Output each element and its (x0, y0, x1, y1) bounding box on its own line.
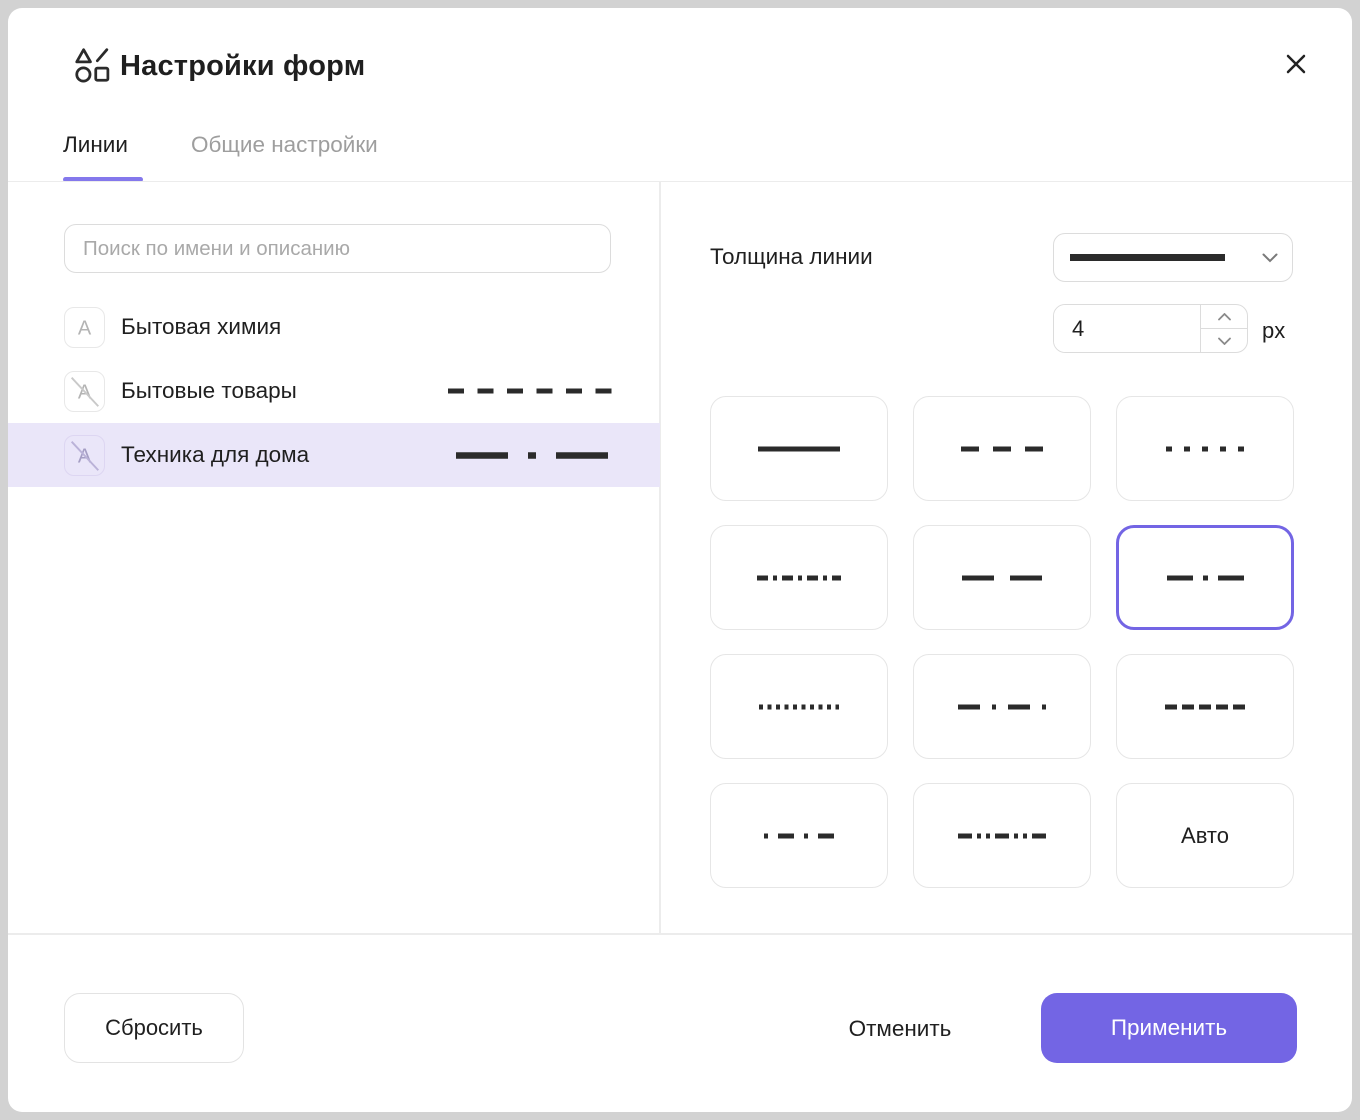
list-item-label: Бытовые товары (121, 378, 297, 403)
stepper-down-button[interactable] (1201, 329, 1247, 352)
line-pattern-long-dash (962, 575, 1042, 580)
line-style-card-auto[interactable]: Авто (1116, 783, 1294, 888)
thickness-label: Толщина линии (710, 244, 873, 269)
line-style-card-long-dash[interactable] (913, 525, 1091, 630)
label-a-slashed-icon: A (64, 434, 105, 476)
label-a-slashed-icon: A (64, 370, 105, 412)
svg-text:A: A (78, 317, 92, 339)
line-pattern-medium-dashed (1165, 704, 1245, 709)
line-pattern-dash-dot (1166, 575, 1244, 580)
shapes-icon (75, 48, 110, 83)
list-item-household-chemicals[interactable]: A Бытовая химия (8, 295, 660, 359)
line-style-dropdown[interactable] (1053, 233, 1293, 282)
line-pattern-dashed (961, 446, 1043, 451)
line-style-card-dot-dash[interactable] (710, 783, 888, 888)
thickness-field (1053, 304, 1248, 353)
close-icon (1286, 54, 1306, 74)
apply-button[interactable]: Применить (1041, 993, 1297, 1063)
line-pattern-dense-dotted (759, 704, 839, 709)
tab-lines[interactable]: Линии (63, 128, 128, 162)
unit-label: px (1262, 318, 1286, 343)
search-input[interactable] (64, 224, 611, 273)
line-style-card-solid[interactable] (710, 396, 888, 501)
list-item-household-goods[interactable]: A Бытовые товары (8, 359, 660, 423)
line-style-card-dense-dotted[interactable] (710, 654, 888, 759)
line-pattern-dash-dot-small (757, 575, 841, 580)
reset-button[interactable]: Сбросить (64, 993, 244, 1063)
card-label: Авто (1181, 822, 1229, 848)
solid-line-preview (1070, 254, 1225, 261)
line-style-card-dash-dot-small[interactable] (710, 525, 888, 630)
thickness-stepper (1200, 305, 1247, 352)
chevron-down-icon (1262, 253, 1278, 262)
page-title: Настройки форм (120, 50, 366, 82)
tab-general-settings[interactable]: Общие настройки (191, 128, 378, 162)
line-pattern-solid (758, 446, 840, 451)
line-style-card-medium-dashed[interactable] (1116, 654, 1294, 759)
line-pattern-dotted (1166, 446, 1244, 451)
line-pattern-dash-dot-dot-repeat (958, 833, 1046, 838)
active-tab-underline (63, 177, 143, 182)
label-a-icon: A (64, 306, 105, 348)
list-item-label: Техника для дома (121, 442, 310, 467)
footer-divider (8, 933, 1352, 935)
list-item-home-appliances[interactable]: A Техника для дома (8, 423, 660, 487)
line-preview-dashed (448, 388, 612, 394)
line-pattern-dash-dot-dot (958, 704, 1046, 709)
chevron-down-icon (1217, 337, 1231, 345)
cancel-button[interactable]: Отменить (828, 1007, 972, 1051)
line-style-card-dashed[interactable] (913, 396, 1091, 501)
form-settings-dialog: Настройки форм Линии Общие настройки A Б… (8, 8, 1352, 1112)
close-button[interactable] (1276, 44, 1316, 84)
line-style-grid: Авто (710, 396, 1294, 888)
list-item-label: Бытовая химия (121, 314, 282, 339)
line-style-card-dotted[interactable] (1116, 396, 1294, 501)
tabs-divider (8, 180, 1352, 182)
line-style-card-dash-dot-dot-repeat[interactable] (913, 783, 1091, 888)
thickness-input[interactable] (1054, 305, 1200, 352)
line-preview-dash-dot (456, 451, 608, 459)
panel-divider (659, 182, 661, 933)
stepper-up-button[interactable] (1201, 305, 1247, 329)
line-pattern-dot-dash (764, 833, 834, 838)
line-style-card-dash-dot-dot[interactable] (913, 654, 1091, 759)
chevron-up-icon (1217, 312, 1231, 320)
line-style-card-dash-dot[interactable] (1116, 525, 1294, 630)
